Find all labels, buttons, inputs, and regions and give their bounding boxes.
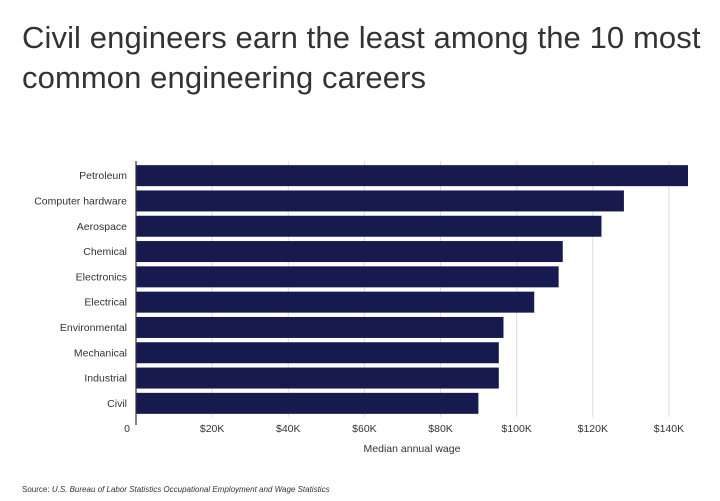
bar: [136, 241, 563, 263]
x-tick-label: $40K: [276, 423, 301, 435]
category-label: Chemical: [83, 246, 127, 258]
category-labels: Petroleum Computer hardware Aerospace Chemi…: [34, 170, 127, 410]
bar: [136, 215, 602, 237]
x-tick-label: $20K: [200, 423, 225, 435]
bar: [136, 392, 479, 414]
x-tick-label: $120K: [578, 423, 608, 435]
bar: [136, 291, 535, 313]
category-label: Environmental: [60, 322, 127, 334]
category-label: Petroleum: [79, 170, 127, 182]
category-label: Civil: [107, 398, 127, 410]
x-tick-label: $80K: [428, 423, 453, 435]
source-text: U.S. Bureau of Labor Statistics Occupati…: [51, 485, 330, 494]
bar: [136, 316, 504, 338]
x-tick-labels: 0 $20K $40K $60K $80K $100K $120K $140K: [124, 423, 684, 435]
bar: [136, 342, 499, 364]
source-label: Source:: [22, 485, 50, 494]
bars: [136, 165, 688, 414]
category-label: Computer hardware: [34, 195, 127, 207]
x-tick-label: $100K: [502, 423, 532, 435]
x-tick-label: $140K: [654, 423, 684, 435]
category-label: Electronics: [76, 271, 127, 283]
bar: [136, 165, 688, 187]
bar: [136, 266, 559, 288]
x-tick-label: 0: [124, 423, 130, 435]
category-label: Industrial: [84, 373, 127, 385]
x-axis-label: Median annual wage: [364, 443, 461, 455]
category-label: Aerospace: [77, 221, 127, 233]
bar: [136, 367, 499, 389]
bar: [136, 190, 624, 212]
chart-title: Civil engineers earn the least among the…: [22, 20, 701, 95]
category-label: Mechanical: [74, 347, 127, 359]
source-note: Source: U.S. Bureau of Labor Statistics …: [22, 485, 330, 494]
category-label: Electrical: [84, 297, 127, 309]
x-tick-label: $60K: [352, 423, 377, 435]
